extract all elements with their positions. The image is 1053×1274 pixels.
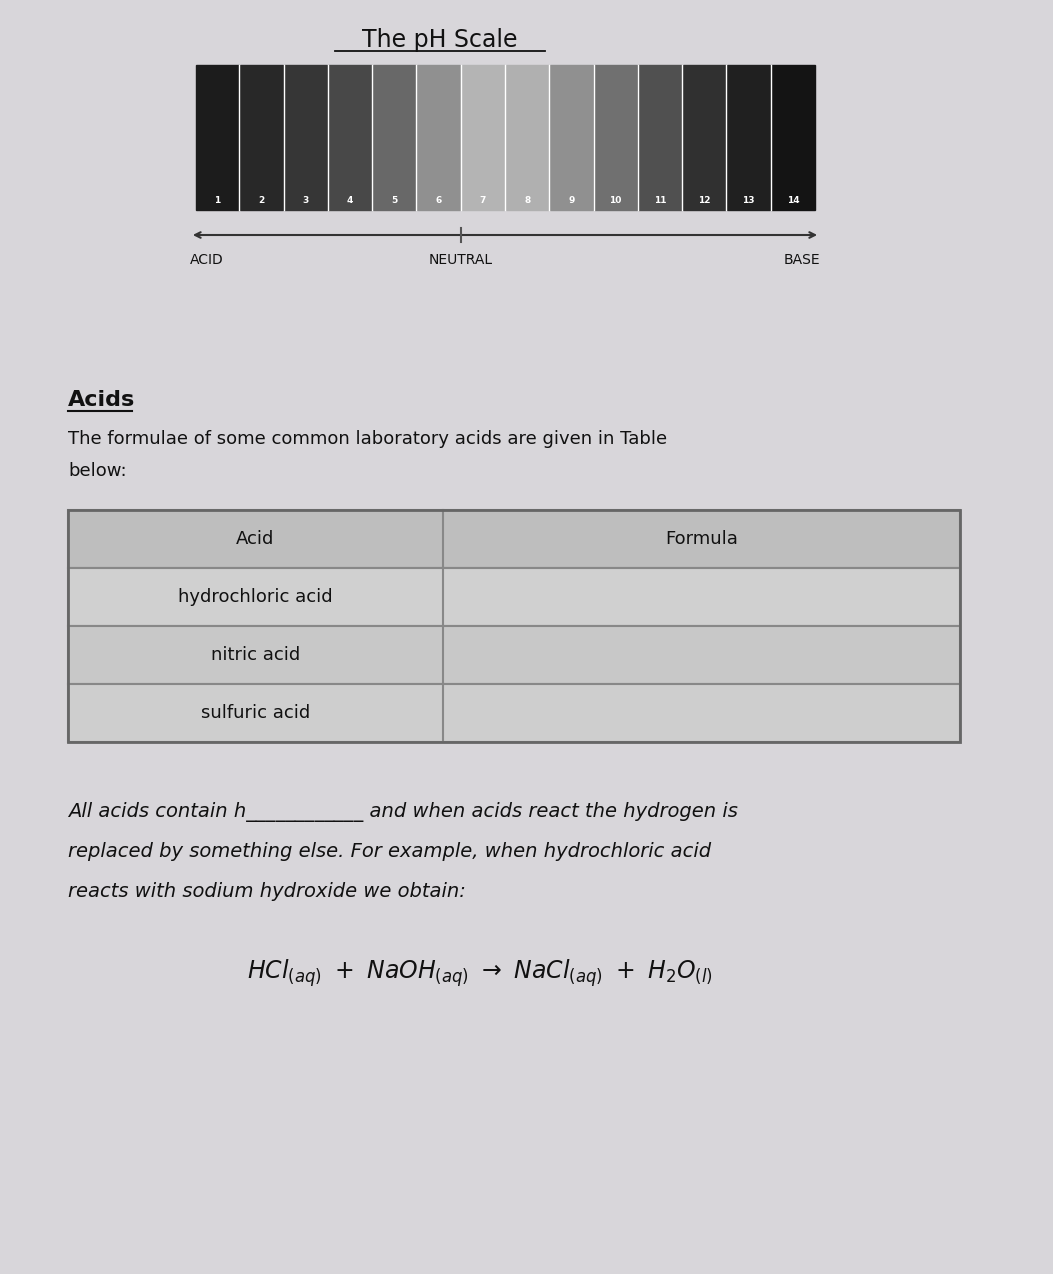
Text: 5: 5	[391, 196, 397, 205]
Text: 6: 6	[436, 196, 441, 205]
Bar	[284, 65, 327, 210]
Bar	[196, 65, 239, 210]
Bar	[68, 510, 960, 741]
Bar	[329, 65, 372, 210]
Text: Acid: Acid	[236, 530, 275, 548]
Bar	[550, 65, 593, 210]
Text: below:: below:	[68, 462, 126, 480]
Text: 1: 1	[214, 196, 220, 205]
Text: 8: 8	[524, 196, 531, 205]
Bar	[682, 65, 726, 210]
Text: 7: 7	[480, 196, 486, 205]
Bar	[727, 65, 770, 210]
Bar	[461, 65, 504, 210]
Bar	[240, 65, 283, 210]
Bar	[417, 65, 460, 210]
Text: BASE: BASE	[783, 254, 820, 268]
Bar	[373, 65, 416, 210]
Bar	[68, 568, 960, 626]
Text: Acids: Acids	[68, 390, 135, 410]
Text: ACID: ACID	[190, 254, 223, 268]
Text: reacts with sodium hydroxide we obtain:: reacts with sodium hydroxide we obtain:	[68, 882, 465, 901]
Bar	[68, 510, 960, 568]
Bar	[638, 65, 681, 210]
Text: sulfuric acid: sulfuric acid	[201, 705, 310, 722]
Text: 11: 11	[654, 196, 667, 205]
Text: 3: 3	[302, 196, 309, 205]
Text: $\mathit{HCl}_{(aq)}\ +\ \mathit{NaOH}_{(aq)}\ \rightarrow\ \mathit{NaCl}_{(aq)}: $\mathit{HCl}_{(aq)}\ +\ \mathit{NaOH}_{…	[247, 957, 713, 989]
Text: All acids contain h____________ and when acids react the hydrogen is: All acids contain h____________ and when…	[68, 803, 738, 822]
Text: hydrochloric acid: hydrochloric acid	[178, 589, 333, 606]
Text: 13: 13	[742, 196, 755, 205]
Text: 2: 2	[258, 196, 264, 205]
Text: 14: 14	[787, 196, 799, 205]
Text: nitric acid: nitric acid	[211, 646, 300, 664]
Text: 4: 4	[346, 196, 353, 205]
Bar	[68, 684, 960, 741]
Text: The formulae of some common laboratory acids are given in Table: The formulae of some common laboratory a…	[68, 431, 668, 448]
Text: The pH Scale: The pH Scale	[362, 28, 518, 52]
Text: replaced by something else. For example, when hydrochloric acid: replaced by something else. For example,…	[68, 842, 711, 861]
Text: Formula: Formula	[664, 530, 738, 548]
Bar	[771, 65, 815, 210]
Text: 9: 9	[569, 196, 575, 205]
Bar	[68, 626, 960, 684]
Text: 10: 10	[610, 196, 622, 205]
Text: 12: 12	[698, 196, 711, 205]
Bar	[505, 65, 549, 210]
Bar	[594, 65, 637, 210]
Text: NEUTRAL: NEUTRAL	[429, 254, 493, 268]
